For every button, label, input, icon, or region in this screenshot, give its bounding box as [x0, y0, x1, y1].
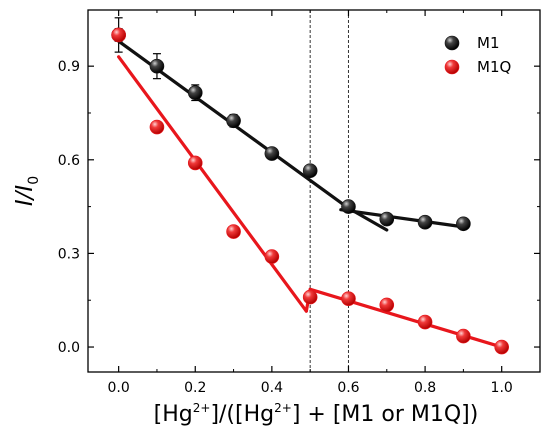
fit-line-M1-2	[339, 208, 465, 229]
data-point-M1Q-3	[226, 224, 241, 239]
y-tick-label-0: 0.0	[58, 340, 80, 356]
data-point-M1-6	[341, 199, 356, 214]
data-point-M1Q-1	[149, 119, 165, 135]
legend-marker-M1Q	[444, 59, 460, 75]
x-axis-label-part-1: 2+	[193, 401, 211, 415]
data-points	[111, 27, 509, 355]
x-axis-label-part-2: ]/([Hg	[210, 402, 274, 427]
x-tick-label-1: 0.2	[184, 380, 206, 396]
legend-marker-M1	[444, 35, 460, 51]
y-axis-label-sub: 0	[26, 176, 42, 185]
data-point-M1-4	[264, 146, 280, 161]
reference-lines	[309, 10, 349, 372]
x-tick-label-3: 0.6	[337, 380, 359, 396]
x-tick-label-2: 0.4	[261, 380, 283, 396]
x-tick-label-0: 0.0	[108, 380, 130, 396]
x-axis-label-part-0: [Hg	[154, 402, 193, 427]
data-point-M1Q-8	[417, 314, 433, 330]
y-axis-label: I/I0	[12, 176, 42, 206]
data-point-M1Q-5	[302, 289, 318, 305]
x-tick-label-5: 1.0	[491, 380, 513, 396]
data-point-M1Q-6	[341, 291, 356, 306]
data-point-M1Q-7	[379, 297, 395, 313]
x-tick-labels: 0.0 0.2 0.4 0.6 0.8 1.0	[108, 380, 513, 396]
y-tick-label-3: 0.9	[58, 59, 80, 75]
data-point-M1-7	[379, 211, 395, 227]
fit-line-M1Q-2	[308, 287, 504, 349]
axis-ticks	[88, 10, 540, 372]
data-point-M1Q-4	[264, 249, 280, 264]
x-tick-label-4: 0.8	[414, 380, 436, 396]
y-tick-label-2: 0.6	[58, 153, 80, 169]
x-axis-label: [Hg2+]/([Hg2+] + [M1 or M1Q])	[154, 401, 479, 427]
x-axis-label-part-3: 2+	[274, 401, 292, 415]
data-point-M1-5	[302, 163, 318, 179]
fit-line-M1Q-0	[117, 55, 308, 313]
data-point-M1-9	[456, 216, 471, 232]
data-point-M1-8	[417, 214, 433, 230]
data-point-M1-3	[226, 113, 241, 129]
data-point-M1Q-0	[111, 27, 126, 43]
legend-label-M1Q: M1Q	[477, 58, 511, 76]
data-point-M1-1	[149, 58, 165, 74]
plot-frame	[87, 9, 541, 373]
data-point-M1Q-2	[187, 155, 203, 171]
y-tick-labels: 0.0 0.3 0.6 0.9	[58, 59, 80, 356]
data-point-M1Q-9	[456, 328, 471, 344]
data-point-M1Q-10	[494, 339, 509, 355]
y-tick-label-1: 0.3	[58, 246, 80, 262]
legend-label-M1: M1	[477, 34, 500, 52]
data-point-M1-2	[187, 85, 203, 100]
x-axis-label-part-4: ] + [M1 or M1Q])	[292, 402, 479, 427]
y-axis-label-main: I/I	[12, 185, 38, 207]
